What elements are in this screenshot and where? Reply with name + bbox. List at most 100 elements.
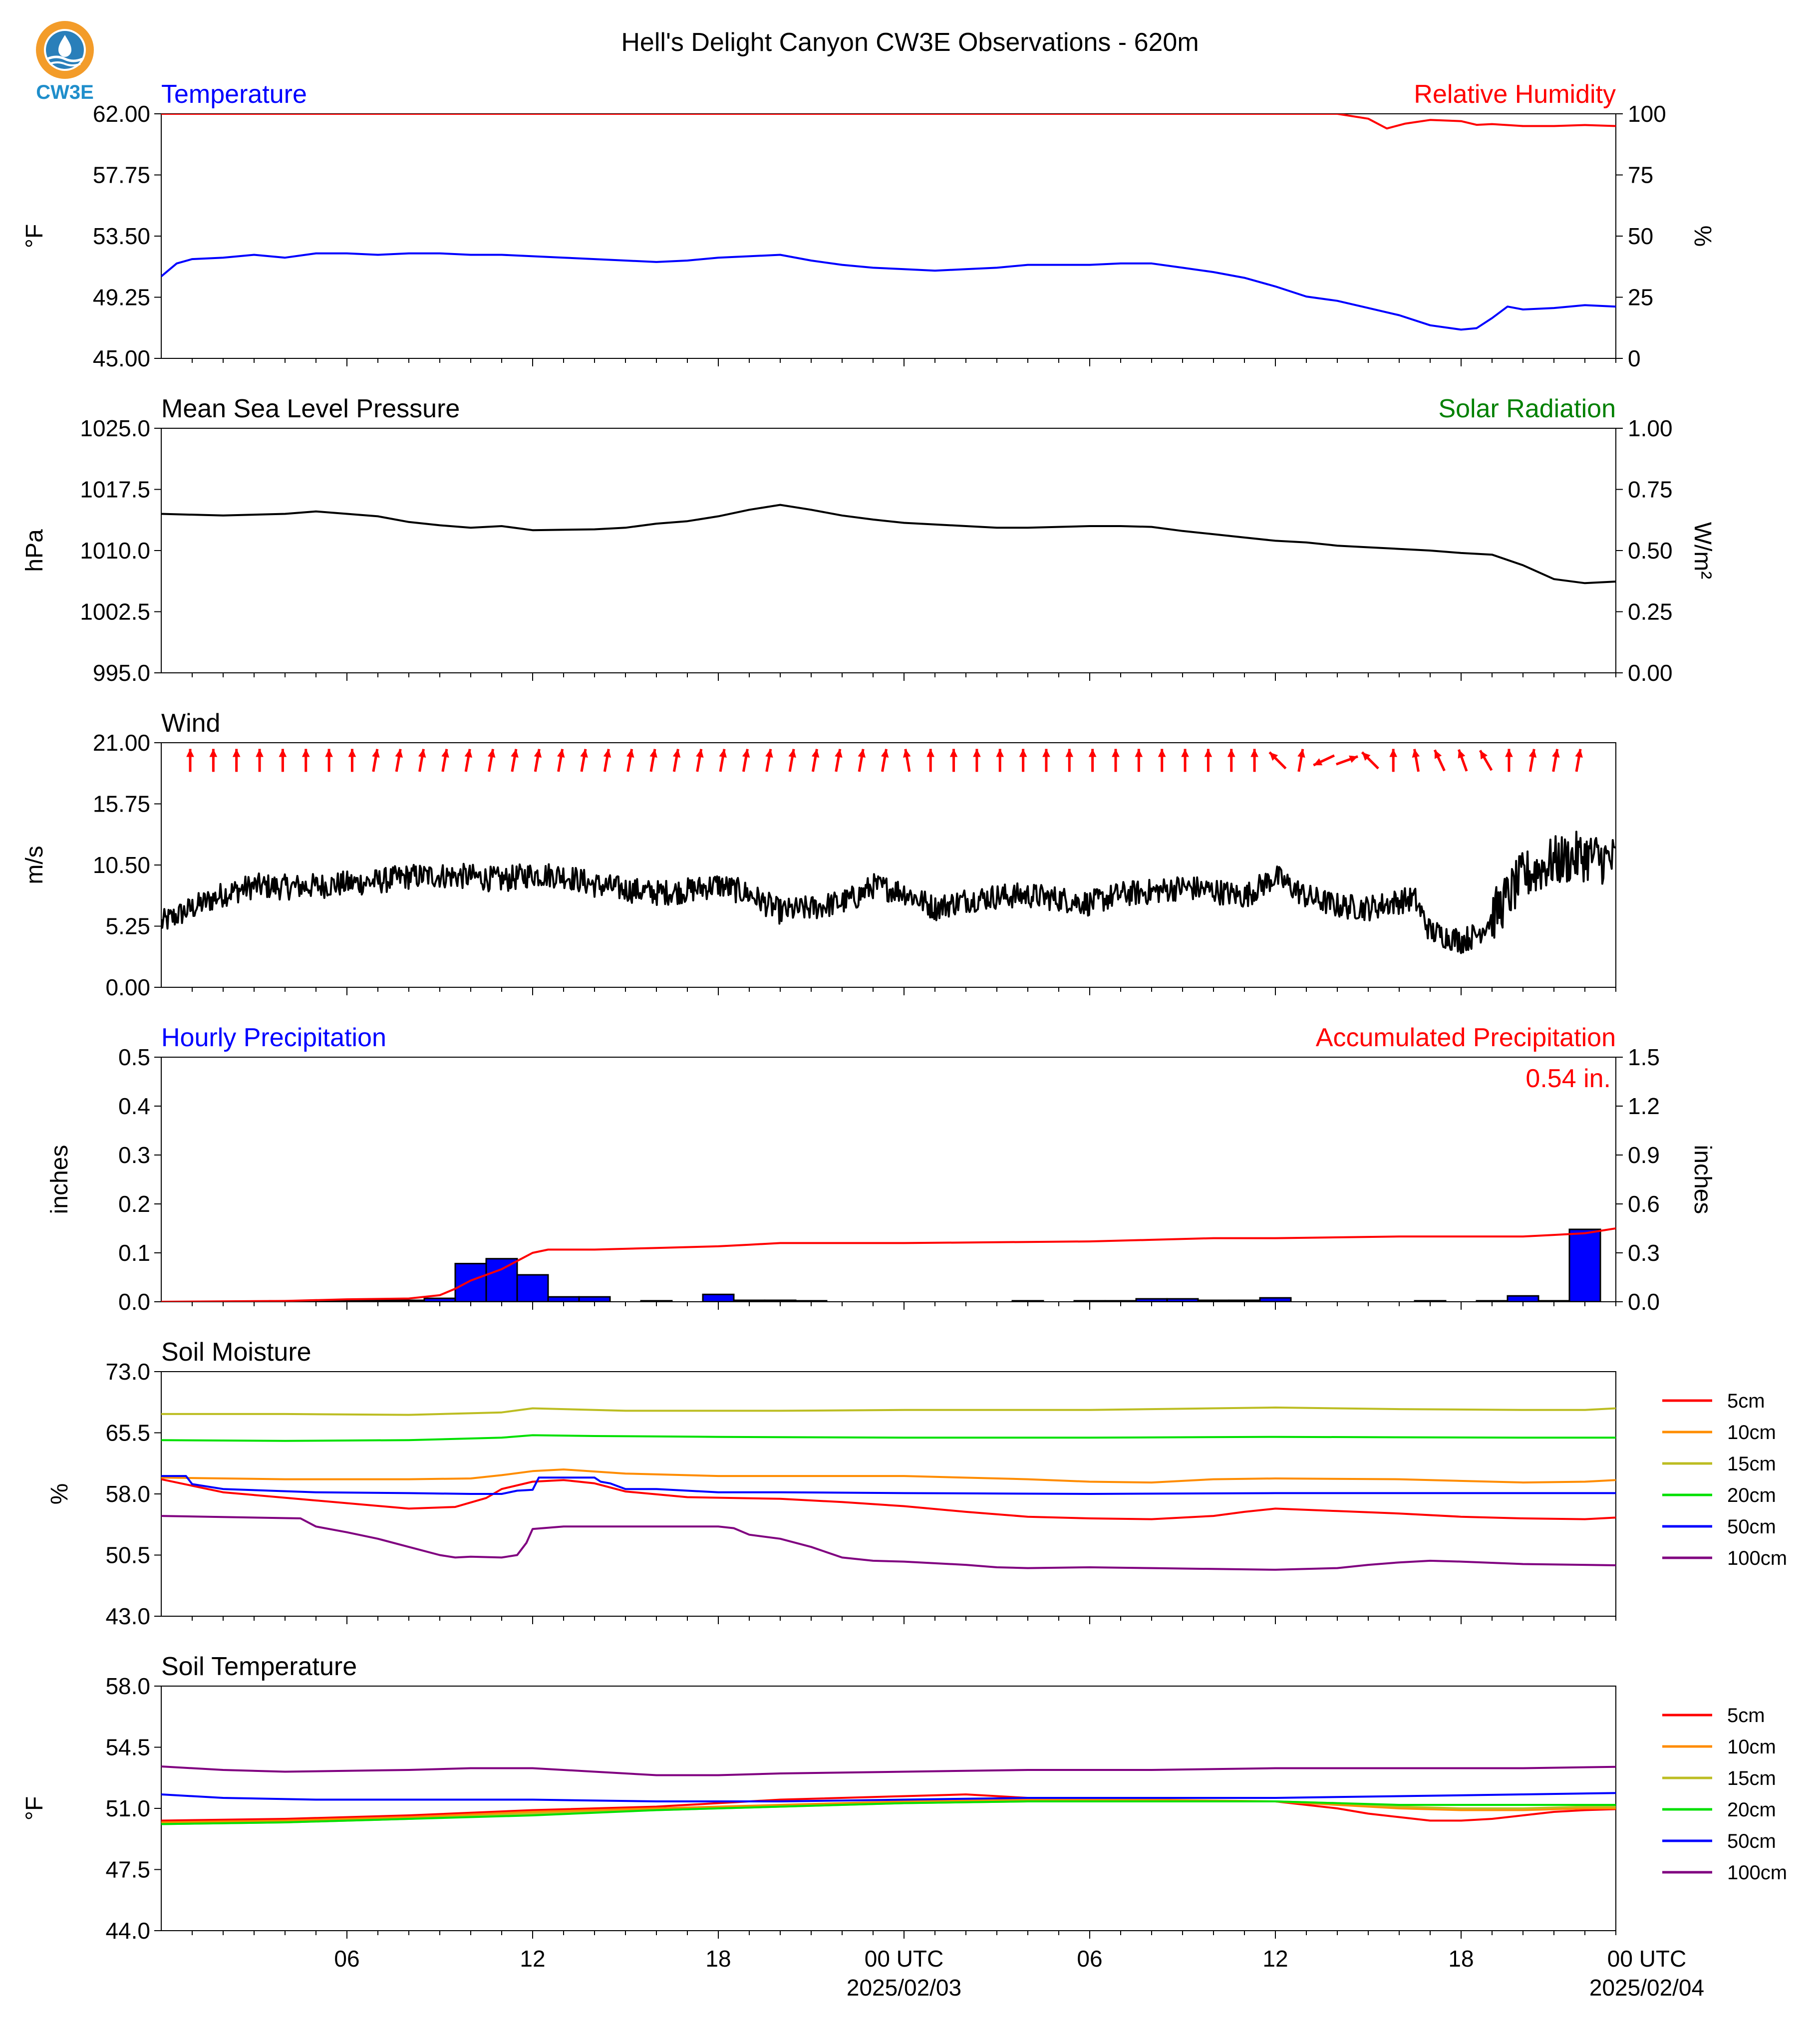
wind-arrow-icon — [488, 749, 496, 772]
y-tick-label: 44.0 — [105, 1918, 150, 1944]
y-tick-label-right: 0.3 — [1628, 1240, 1660, 1266]
wind-arrow-icon — [1042, 749, 1050, 772]
y-tick-label: 0.0 — [118, 1289, 150, 1315]
wind-arrow-icon — [926, 749, 935, 772]
x-tick-label: 18 — [705, 1946, 731, 1972]
legend-label: 10cm — [1727, 1736, 1776, 1758]
series-mean-sea-level-pressure — [161, 504, 1616, 584]
legend-label: 20cm — [1727, 1799, 1776, 1821]
series-10cm — [161, 1468, 1616, 1484]
x-tick-label: 00 UTC — [865, 1946, 943, 1972]
y-tick-label: 0.2 — [118, 1191, 150, 1217]
y-tick-label: 51.0 — [105, 1795, 150, 1821]
page-title: Hell's Delight Canyon CW3E Observations … — [621, 28, 1199, 57]
y-tick-label-right: 0.50 — [1628, 538, 1673, 564]
wind-arrow-icon — [649, 749, 657, 772]
wind-arrow-icon — [1528, 749, 1537, 772]
wind-arrow-icon — [996, 749, 1004, 772]
wind-arrow-icon — [256, 749, 264, 772]
wind-arrow-icon — [1204, 749, 1213, 772]
y-tick-label: 47.5 — [105, 1857, 150, 1883]
series-15cm — [161, 1406, 1616, 1416]
y-tick-label: 57.75 — [93, 162, 150, 188]
wind-arrow-icon — [232, 749, 241, 772]
y-tick-label: 21.00 — [93, 730, 150, 756]
wind-arrow-icon — [1336, 755, 1358, 766]
series-relative-humidity — [161, 114, 1616, 130]
wind-arrow-icon — [209, 749, 218, 772]
y-tick-label-right: 0 — [1628, 345, 1641, 371]
precip-bar — [1011, 1300, 1044, 1302]
precip-bar — [485, 1258, 518, 1302]
precip-bar — [423, 1297, 456, 1302]
y-tick-label: 45.00 — [93, 345, 150, 371]
y-tick-label: 0.5 — [118, 1044, 150, 1070]
wind-arrow-icon — [1227, 749, 1235, 772]
wind-arrow-icon — [1552, 749, 1560, 772]
wind-arrow-icon — [973, 749, 981, 772]
wind-arrow-icon — [557, 749, 565, 772]
panel-temperature_humidity: 45.00 49.25 53.50 57.75 62.00 0 25 50 75 100 Tempe… — [21, 80, 1716, 371]
series-50cm — [161, 1792, 1616, 1802]
x-tick-label: 18 — [1448, 1946, 1474, 1972]
y-tick-label: 53.50 — [93, 223, 150, 249]
y-tick-label: 1025.0 — [80, 415, 150, 441]
legend-label: 15cm — [1727, 1453, 1776, 1475]
x-date-label: 2025/02/04 — [1589, 1975, 1704, 2001]
x-tick-label: 06 — [1077, 1946, 1102, 1972]
wind-arrow-icon — [696, 749, 704, 772]
wind-arrow-icon — [511, 749, 519, 772]
panel-title-left: Soil Temperature — [161, 1652, 357, 1681]
y-tick-label-right: 0.00 — [1628, 660, 1673, 686]
panel-soil_temperature: 44.0 47.5 51.0 54.5 58.0 Soil Temperature °F 5c… — [21, 1652, 1787, 2001]
series-wind — [161, 831, 1616, 954]
precip-bar — [1135, 1298, 1168, 1302]
plot-area — [161, 114, 1616, 331]
wind-arrow-icon — [395, 749, 403, 772]
precip-bar — [516, 1274, 549, 1302]
y-tick-label: 0.1 — [118, 1240, 150, 1266]
wind-arrow-icon — [580, 749, 588, 772]
legend-label: 15cm — [1727, 1767, 1776, 1789]
y-tick-label: 995.0 — [93, 660, 150, 686]
x-tick-label: 06 — [334, 1946, 359, 1972]
wind-arrow-icon — [1088, 749, 1097, 772]
series-accumulated-precipitation — [161, 1227, 1616, 1302]
plot-area — [161, 831, 1616, 954]
y-tick-label: 58.0 — [105, 1481, 150, 1507]
series-20cm — [161, 1800, 1616, 1825]
precip-bar — [1568, 1228, 1601, 1302]
precip-bar — [795, 1300, 828, 1302]
wind-arrow-icon — [418, 749, 426, 772]
y-tick-label-right: 25 — [1628, 285, 1653, 310]
y-tick-label-right: 0.6 — [1628, 1191, 1660, 1217]
precip-bar — [1228, 1299, 1261, 1302]
precip-bar — [1073, 1300, 1106, 1302]
wind-arrow-icon — [881, 749, 889, 772]
y-tick-label: 65.5 — [105, 1420, 150, 1446]
y-tick-label-right: 0.75 — [1628, 477, 1673, 503]
wind-arrow-icon — [1268, 751, 1287, 770]
x-tick-label: 12 — [1262, 1946, 1288, 1972]
wind-arrow-icon — [811, 749, 820, 772]
y-tick-label-right: 75 — [1628, 162, 1653, 188]
wind-arrow-icon — [1575, 749, 1583, 772]
y-tick-label: 0.00 — [105, 974, 150, 1000]
panel-title-left: Soil Moisture — [161, 1338, 311, 1367]
logo-text: CW3E — [36, 81, 94, 103]
precip-bar — [764, 1299, 797, 1302]
wind-arrow-icon — [949, 749, 958, 772]
legend-label: 5cm — [1727, 1705, 1765, 1727]
y-axis-label: °F — [21, 224, 48, 249]
precip-bar — [547, 1296, 580, 1302]
y-tick-label: 15.75 — [93, 791, 150, 817]
wind-arrow-icon — [1458, 749, 1468, 772]
y-tick-label: 58.0 — [105, 1673, 150, 1699]
wind-arrow-icon — [603, 749, 611, 772]
y-tick-label: 54.5 — [105, 1735, 150, 1760]
panel-title-right: Accumulated Precipitation — [1316, 1023, 1616, 1052]
wind-arrow-icon — [1505, 749, 1513, 772]
y-tick-label-right: 100 — [1628, 101, 1666, 127]
logo-droplet-icon — [58, 35, 71, 57]
x-date-label: 2025/02/03 — [847, 1975, 961, 2001]
